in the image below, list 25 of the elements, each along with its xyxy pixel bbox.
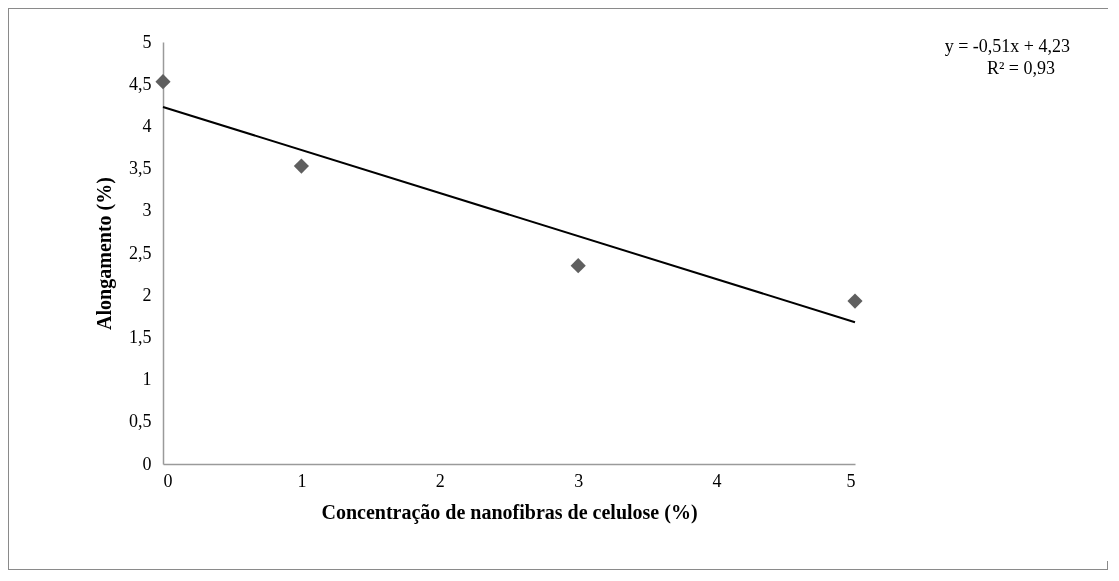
- point: [155, 74, 171, 90]
- y-tick-label: 2,5: [129, 242, 152, 263]
- y-tick-label: 3,5: [129, 158, 152, 179]
- y-tick-label: 0: [142, 453, 152, 474]
- x-tick-label: 1: [297, 470, 307, 491]
- y-tick-label: 4,5: [129, 73, 152, 94]
- x-tick-label: 0: [163, 470, 173, 491]
- y-tick-label: 3: [142, 200, 152, 221]
- x-tick-label: 3: [574, 470, 584, 491]
- y-tick-label: 4: [142, 115, 152, 136]
- y-axis-title: Alongamento (%): [93, 177, 116, 330]
- x-tick-label: 4: [712, 470, 722, 491]
- text: R² = 0,93: [986, 58, 1055, 78]
- y-tick-label: 5: [142, 31, 152, 52]
- y-tick-label: 0,5: [129, 411, 152, 432]
- x-tick-label: 2: [435, 470, 445, 491]
- x-axis-title: Concentração de nanofibras de celulose (%): [321, 500, 698, 524]
- point: [293, 158, 309, 174]
- text: y = -0,51x + 4,23: [944, 36, 1070, 56]
- x-tick-label: 5: [846, 470, 856, 491]
- point: [570, 258, 586, 274]
- y-tick-label: 1: [142, 369, 152, 390]
- y-tick-label: 1,5: [129, 326, 152, 347]
- y-tick-label: 2: [142, 284, 152, 305]
- point: [847, 293, 863, 309]
